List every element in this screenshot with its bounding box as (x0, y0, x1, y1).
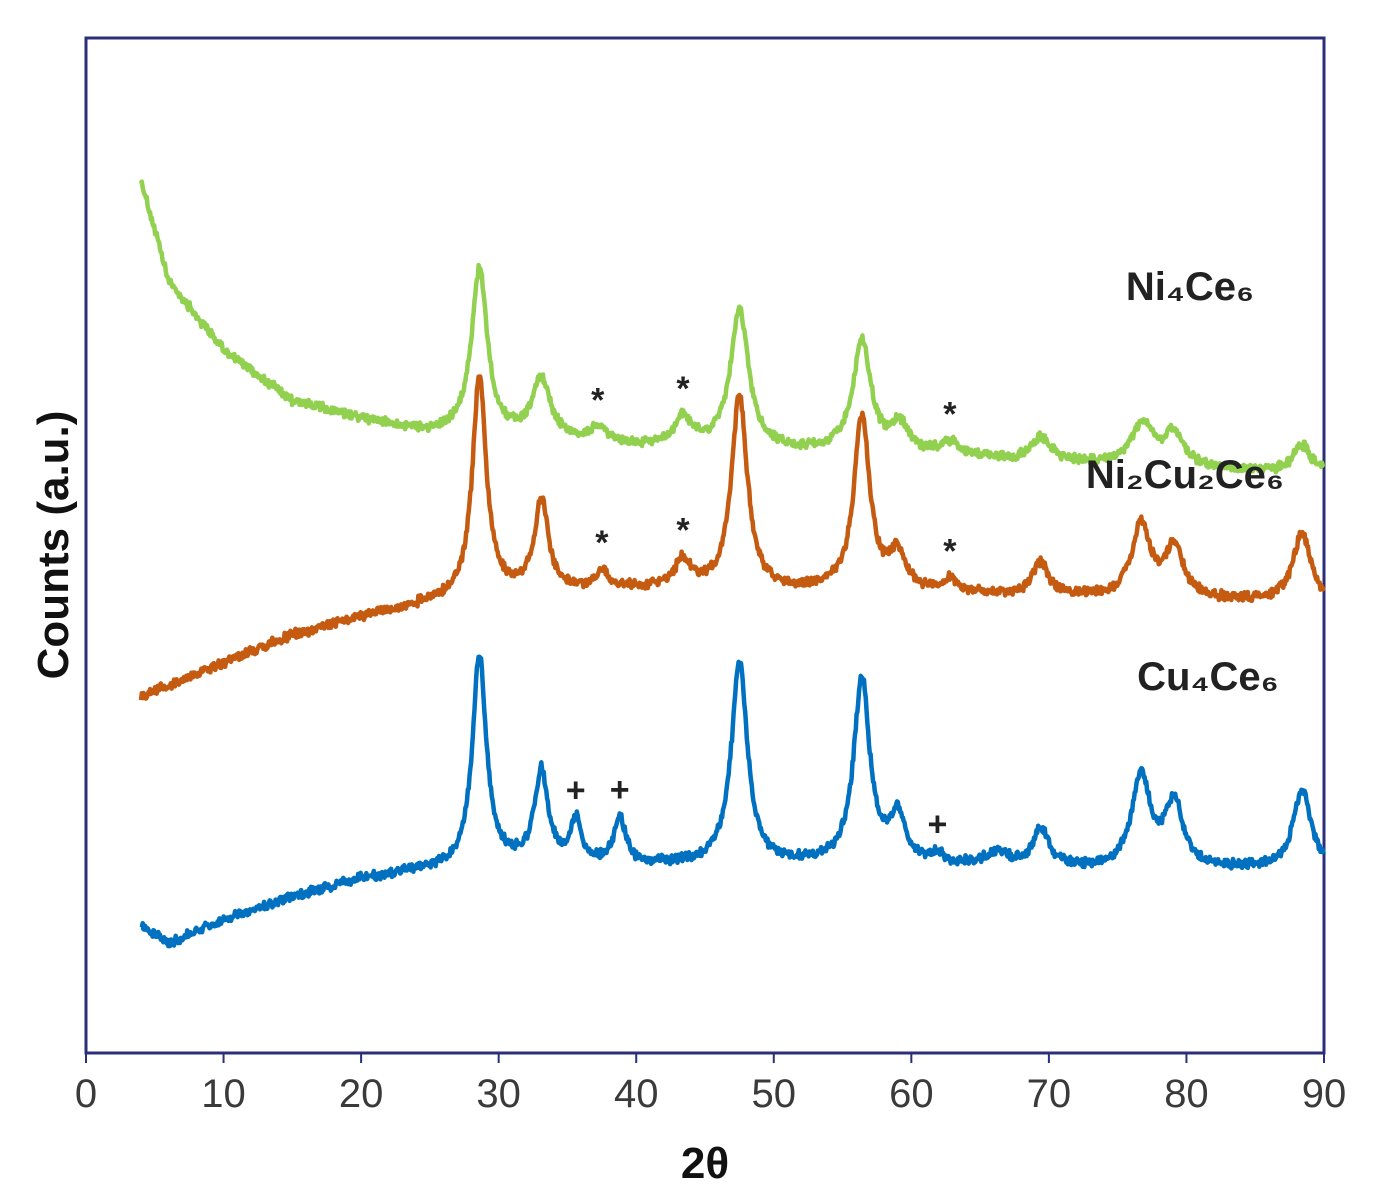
x-axis-title: 2θ (681, 1139, 729, 1188)
x-tick-label: 30 (476, 1072, 521, 1116)
phase-marker: * (943, 396, 957, 434)
x-tick-label: 70 (1027, 1072, 1072, 1116)
x-tick-label: 0 (75, 1072, 97, 1116)
series-label-1: Ni₂Cu₂Ce₆ (1086, 453, 1284, 497)
series-line-0 (138, 179, 1326, 475)
phase-marker: * (676, 512, 690, 550)
x-tick-label: 90 (1302, 1072, 1347, 1116)
x-tick-label: 60 (889, 1072, 934, 1116)
phase-marker: * (591, 382, 605, 420)
x-tick-label: 10 (201, 1072, 246, 1116)
phase-marker: * (943, 532, 957, 570)
x-axis-ticks: 0 10 20 30 40 50 60 70 80 90 (75, 1053, 1346, 1116)
series-line-2 (139, 654, 1326, 949)
plot-frame (84, 36, 1326, 1055)
series-label-0: Ni₄Ce₆ (1126, 265, 1254, 309)
x-tick-label: 20 (339, 1072, 384, 1116)
y-axis-title: Counts (a.u.) (29, 411, 78, 680)
phase-marker: * (595, 524, 609, 562)
phase-marker: + (566, 771, 586, 809)
series-line-1 (138, 374, 1326, 701)
phase-marker: * (676, 370, 690, 408)
x-tick-label: 50 (752, 1072, 797, 1116)
series-group: * * * Ni₄Ce₆ * * * Ni₂Cu₂Ce₆ + + + Cu₄Ce₆ (138, 179, 1326, 949)
x-tick-label: 80 (1164, 1072, 1209, 1116)
x-tick-label: 40 (614, 1072, 659, 1116)
series-label-2: Cu₄Ce₆ (1137, 655, 1279, 699)
phase-marker: + (928, 805, 948, 843)
phase-marker: + (610, 771, 630, 809)
